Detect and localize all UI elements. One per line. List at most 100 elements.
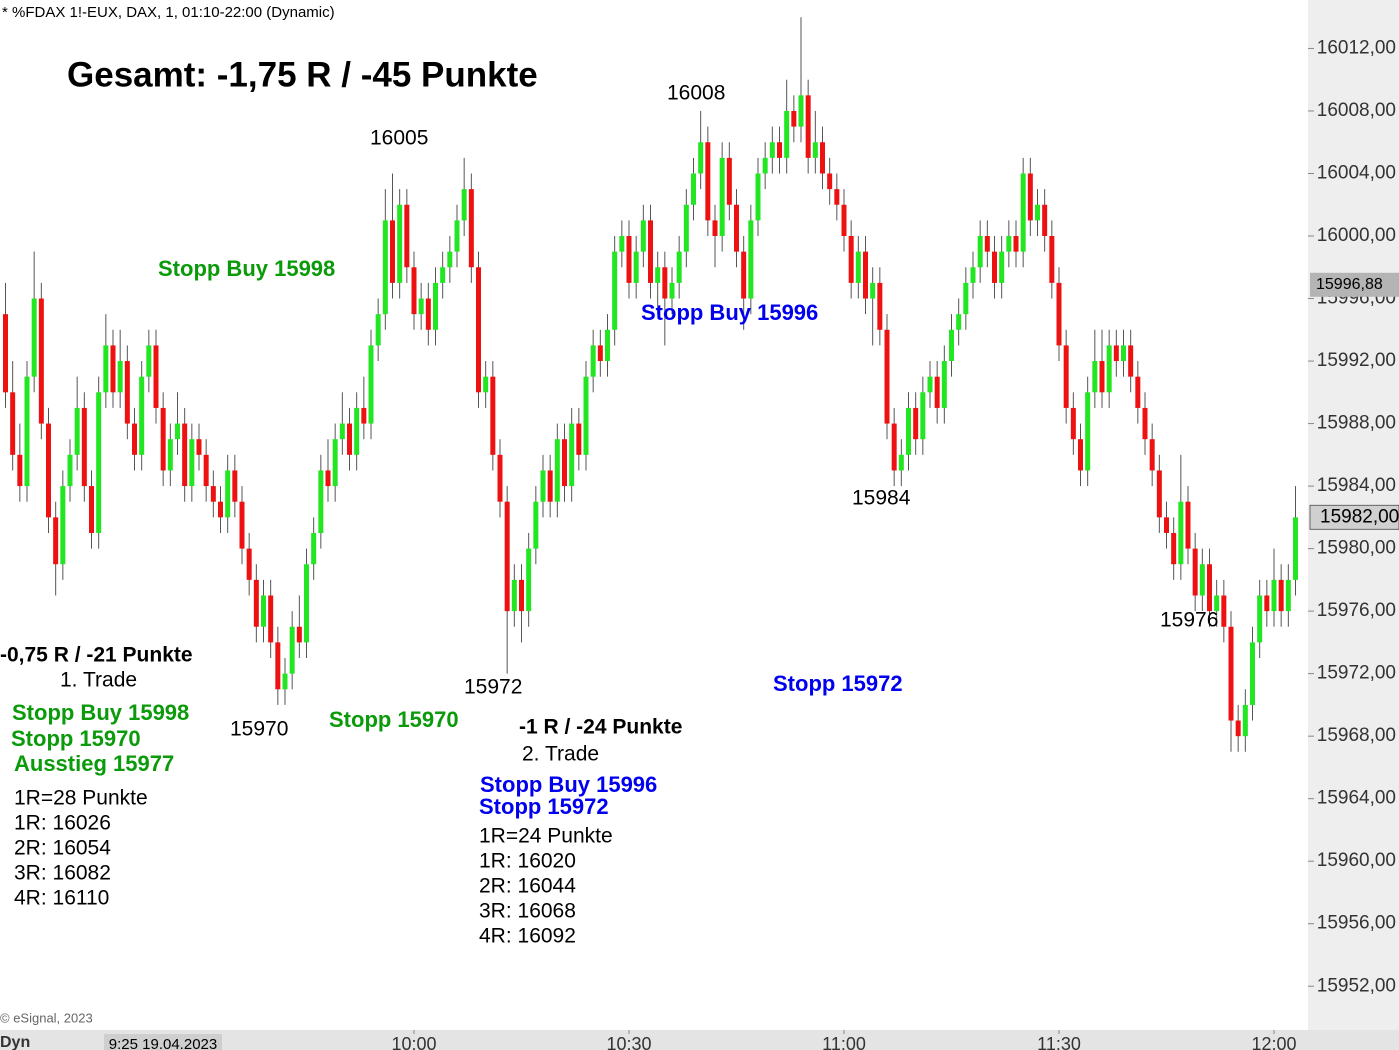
candle-body [748,220,754,299]
candle-body [1121,345,1126,362]
candle-body [597,345,603,362]
candle-body [554,439,560,502]
candle-body [633,251,639,283]
candle-body [1214,595,1220,612]
candle-body [103,345,109,393]
candle-body [382,220,388,315]
candle-body [540,470,546,502]
candle-body [562,439,567,487]
candle-body [10,392,16,455]
candle-body [884,329,890,424]
candle-body [619,236,625,252]
annotation: 15970 [230,718,288,741]
candle-body [949,329,954,362]
candle-body [160,407,166,471]
candle-body [339,423,345,440]
candle-body [1106,345,1112,393]
candle-body [734,204,739,252]
candle-body [934,376,940,408]
y-tick-label: 15988,00 [1317,413,1396,434]
candle-body [956,314,962,330]
candle-body [390,220,395,283]
candle-body [863,251,868,299]
candle-body [253,579,259,627]
candle-body [963,282,969,315]
x-tick-label: 12:00 [1251,1034,1296,1050]
candle-body [203,454,209,487]
candle-body [1171,532,1177,565]
candle-body [218,501,223,518]
candle-body [683,204,689,252]
candle-body [397,204,403,283]
candle-body [784,110,790,158]
candle-body [1056,282,1062,346]
candle-body [777,142,782,158]
candle-body [511,579,517,612]
candle-body [1149,439,1155,471]
candle-body [669,282,675,299]
annotation: -1 R / -24 Punkte [519,716,682,739]
candle-body [375,314,381,346]
candle-body [1042,204,1048,237]
annotation: -0,75 R / -21 Punkte [0,644,193,667]
candle-body [992,251,997,283]
y-tick-label: 16004,00 [1317,163,1396,184]
candle-body [476,267,481,393]
annotation: 1. Trade [60,669,137,692]
y-tick-label: 15976,00 [1317,600,1396,621]
mode-label[interactable]: Dyn [0,1034,30,1050]
candle-body [139,376,145,455]
candle-body [132,423,137,455]
candle-body [411,267,417,315]
annotation: Stopp 15970 [11,726,141,751]
candle-body [870,282,876,299]
candle-body [24,376,30,487]
candle-body [1235,720,1241,737]
candle-body [361,407,367,424]
candle-body [404,204,410,268]
candle-body [46,423,51,518]
candle-body [318,470,324,533]
candle-body [354,407,360,455]
candle-body [440,267,446,283]
candle-body [425,298,431,330]
candle-body [1070,407,1076,440]
candle-body [1264,595,1270,612]
candle-body [289,626,295,674]
candle-body [368,345,374,424]
candle-body [504,501,510,612]
candle-body [526,548,532,612]
copyright: © eSignal, 2023 [0,1010,93,1025]
cursor-date: 9:25 19.04.2023 [109,1036,217,1050]
candle-body [977,236,983,268]
annotation: 4R: 16110 [14,887,109,910]
candle-body [755,173,761,221]
candle-body [483,376,489,393]
candle-body [110,345,116,393]
candle-body [167,439,173,471]
annotation: 15972 [464,676,522,699]
candle-body [74,407,80,455]
candle-body [304,564,309,643]
annotation: 2R: 16044 [479,875,576,898]
price-marker-label: 15996,88 [1316,276,1383,293]
candle-body [1085,392,1091,471]
candle-body [53,517,59,565]
candle-body [891,423,897,471]
x-tick-label: 10:30 [606,1034,651,1050]
price-marker-box [1310,272,1399,297]
y-tick-label: 16000,00 [1317,225,1396,246]
candle-body [1221,595,1227,627]
annotation: 3R: 16082 [14,862,111,885]
candle-body [282,673,288,690]
y-tick-label: 15968,00 [1317,725,1396,746]
candle-body [182,423,188,487]
y-tick-label: 15984,00 [1317,475,1396,496]
chart-header: * %FDAX 1!-EUX, DAX, 1, 01:10-22:00 (Dyn… [2,4,335,21]
candle-body [827,173,833,190]
candle-body [662,267,668,299]
candle-body [311,532,317,565]
candle-body [1063,345,1069,408]
candle-body [418,298,424,315]
candle-body [1142,407,1148,440]
